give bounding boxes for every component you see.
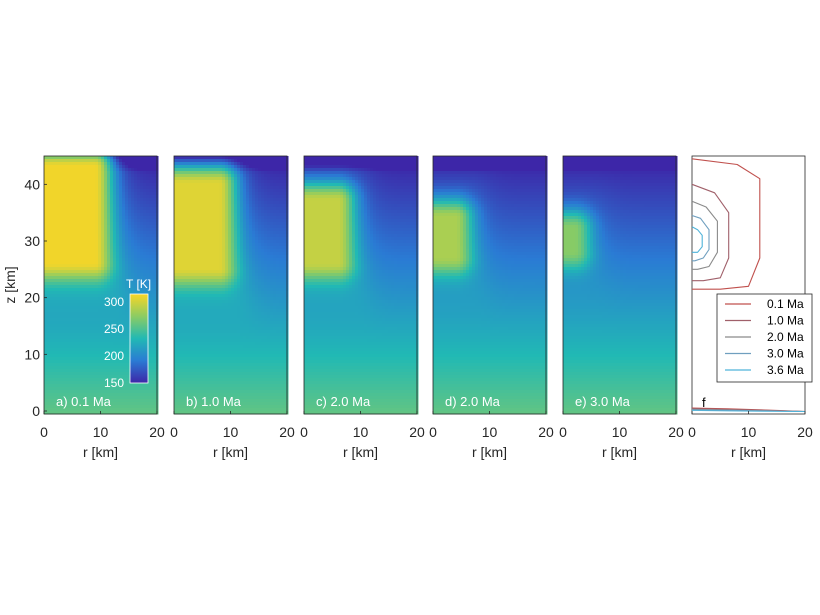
panel-label: e) 3.0 Ma: [575, 394, 631, 409]
y-tick-label: 0: [32, 403, 40, 419]
legend-entry: 2.0 Ma: [767, 330, 804, 344]
panel-5: e) 3.0 Ma 0 10 20 r [km]: [559, 155, 684, 460]
y-axis-label: z [km]: [2, 266, 18, 303]
x-axis: 0 10 20 r [km]: [688, 411, 813, 460]
y-axis: 0 10 20 30 40 z [km]: [2, 176, 47, 419]
x-axis-label: r [km]: [83, 444, 118, 460]
panel-6: f 0.1 Ma 1.0 Ma 2.0 Ma 3.0 Ma 3.6 Ma 0 10 20 r [k…: [688, 155, 813, 460]
x-tick-label: 0: [429, 424, 437, 440]
x-axis: 0 10 20 r [km]: [170, 411, 295, 460]
x-tick-label: 20: [538, 424, 554, 440]
colorbar-gradient: [129, 293, 149, 384]
colorbar-tick: 250: [104, 322, 124, 336]
legend-entry: 3.0 Ma: [767, 347, 804, 361]
x-tick-label: 0: [170, 424, 178, 440]
panel-4: d) 2.0 Ma 0 10 20 r [km]: [429, 155, 554, 460]
contour-20: [691, 200, 718, 270]
panel-label: c) 2.0 Ma: [316, 394, 371, 409]
heatmap-cells: [304, 156, 419, 415]
panel-label: a) 0.1 Ma: [56, 394, 112, 409]
panel-1: a) 0.1 Ma T [K]300 250 200 150 0 10 20 r [km] 0 10…: [2, 155, 165, 460]
contour-30: [691, 214, 710, 262]
colorbar-label: T [K]: [126, 277, 151, 291]
panel-label: f: [702, 395, 706, 410]
x-tick-label: 10: [223, 424, 239, 440]
x-axis: 0 10 20 r [km]: [300, 411, 425, 460]
legend-box: [716, 293, 813, 383]
x-axis-label: r [km]: [602, 444, 637, 460]
x-tick-label: 20: [279, 424, 295, 440]
panel-3: c) 2.0 Ma 0 10 20 r [km]: [300, 155, 425, 460]
y-tick-label: 10: [24, 346, 40, 362]
x-tick-label: 0: [688, 424, 696, 440]
x-tick-label: 10: [741, 424, 757, 440]
x-tick-label: 10: [93, 424, 109, 440]
x-tick-label: 20: [149, 424, 165, 440]
x-axis-label: r [km]: [213, 444, 248, 460]
x-tick-label: 0: [300, 424, 308, 440]
x-tick-label: 0: [559, 424, 567, 440]
heatmap-cells: [433, 156, 548, 415]
heatmap-cells: [174, 156, 289, 415]
y-tick-label: 30: [24, 233, 40, 249]
y-tick-label: 40: [24, 176, 40, 192]
colorbar-tick: 200: [104, 349, 124, 363]
colorbar: T [K]300 250 200 150: [104, 277, 151, 390]
legend-entry: 1.0 Ma: [767, 314, 804, 328]
panel-label: d) 2.0 Ma: [445, 394, 501, 409]
x-axis-label: r [km]: [731, 444, 766, 460]
x-tick-label: 20: [797, 424, 813, 440]
heatmap-cells: [563, 156, 678, 415]
x-tick-label: 10: [353, 424, 369, 440]
x-axis: 0 10 20 r [km]: [40, 411, 165, 460]
panel-label: b) 1.0 Ma: [186, 394, 242, 409]
x-tick-label: 10: [612, 424, 628, 440]
x-axis-label: r [km]: [343, 444, 378, 460]
x-tick-label: 20: [409, 424, 425, 440]
contour-lines: [691, 158, 806, 412]
x-tick-label: 10: [482, 424, 498, 440]
x-tick-label: 20: [668, 424, 684, 440]
contour-01: [691, 158, 761, 290]
colorbar-tick: 300: [104, 295, 124, 309]
x-axis: 0 10 20 r [km]: [559, 411, 684, 460]
x-axis-label: r [km]: [472, 444, 507, 460]
legend: 0.1 Ma 1.0 Ma 2.0 Ma 3.0 Ma 3.6 Ma: [716, 293, 813, 383]
x-axis: 0 10 20 r [km]: [429, 411, 554, 460]
legend-entry: 3.6 Ma: [767, 363, 804, 377]
y-tick-label: 20: [24, 290, 40, 306]
contour-36: [691, 226, 703, 253]
colorbar-tick: 150: [104, 376, 124, 390]
contour-10: [691, 183, 730, 282]
panel-2: b) 1.0 Ma 0 10 20 r [km]: [170, 155, 295, 460]
x-tick-label: 0: [40, 424, 48, 440]
legend-entry: 0.1 Ma: [767, 297, 804, 311]
